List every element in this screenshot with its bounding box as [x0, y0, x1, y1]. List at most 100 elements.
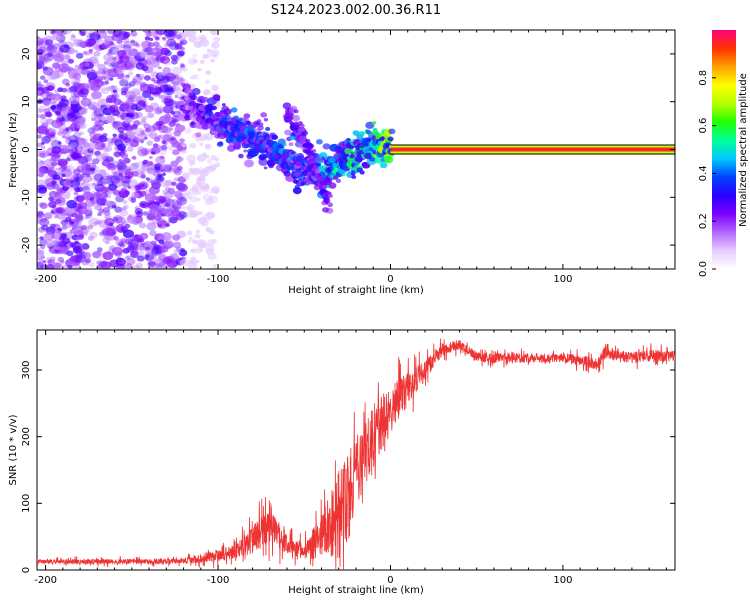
spectrogram-noise-blob: [134, 185, 141, 191]
spectrogram-noise-blob: [199, 185, 207, 191]
spectrogram-ridge-blob: [291, 151, 296, 155]
spectrogram-noise-blob: [61, 173, 66, 178]
spectrogram-noise-blob: [61, 87, 68, 93]
spectrogram-noise-blob: [88, 81, 98, 89]
spectrogram-noise-blob: [37, 142, 43, 148]
spectrogram-noise-blob: [128, 245, 135, 251]
spectrogram-noise-blob: [143, 75, 152, 81]
spectrogram-noise-blob: [155, 135, 161, 140]
spectrogram-noise-blob: [128, 242, 139, 251]
spectrogram-noise-blob: [104, 172, 110, 178]
spectrogram-noise-blob: [74, 78, 81, 84]
spectrogram-noise-blob: [146, 91, 151, 95]
spectrogram-noise-blob: [80, 224, 88, 230]
spectrogram-noise-blob: [50, 105, 56, 110]
spectrogram-ridge-blob: [184, 87, 193, 95]
spectrogram-noise-blob: [165, 223, 170, 227]
y-tick-label: -20: [21, 237, 32, 253]
spectrogram-ridge-blob: [265, 126, 271, 132]
spectrogram-noise-blob: [180, 149, 188, 155]
spectrogram-noise-blob: [109, 175, 121, 184]
spectrogram-noise-blob: [178, 249, 188, 257]
spectrogram-noise-blob: [162, 172, 167, 176]
spectrogram-noise-blob: [112, 216, 119, 222]
spectrogram-noise-blob: [93, 108, 105, 117]
spectrogram-noise-blob: [161, 213, 166, 217]
spectrogram-noise-blob: [188, 160, 196, 166]
spectrogram-noise-blob: [183, 190, 191, 197]
spectrogram-noise-blob: [160, 144, 167, 150]
spectrogram-noise-blob: [40, 145, 46, 150]
spectrogram-noise-blob: [147, 161, 154, 166]
spectrogram-noise-blob: [60, 233, 67, 239]
spectrogram-noise-blob: [192, 54, 197, 58]
spectrogram-ridge-blob: [243, 113, 251, 119]
spectrogram-noise-blob: [138, 222, 147, 229]
spectrogram-noise-blob: [104, 35, 114, 44]
spectrogram-noise-blob: [66, 223, 73, 229]
spectrogram-noise-blob: [140, 40, 152, 50]
spectrogram-noise-blob: [118, 132, 129, 141]
spectrogram-noise-blob: [84, 258, 92, 264]
spectrogram-noise-blob: [68, 95, 80, 105]
spectrogram-noise-blob: [127, 71, 134, 76]
spectrogram-noise-blob: [43, 212, 53, 220]
spectrogram-noise-blob: [105, 227, 117, 237]
spectrogram-noise-blob: [146, 213, 156, 221]
spectrogram-noise-blob: [113, 172, 124, 181]
spectrogram-noise-blob: [197, 68, 202, 72]
spectrogram-noise-blob: [199, 248, 204, 252]
spectrogram-noise-blob: [135, 188, 141, 194]
spectrogram-noise-blob: [37, 35, 40, 40]
spectrogram-noise-blob: [153, 41, 160, 47]
spectrogram-noise-blob: [160, 169, 166, 173]
spectrogram-noise-blob: [52, 32, 62, 41]
x-tick-label: 0: [387, 575, 393, 586]
spectrogram-noise-blob: [46, 118, 55, 125]
spectrogram-noise-blob: [120, 152, 129, 159]
spectrogram-noise-blob: [161, 126, 171, 134]
spectrogram-noise-blob: [126, 108, 135, 115]
colorbar-tick-label: 0.8: [698, 70, 709, 86]
spectrogram-noise-blob: [70, 118, 77, 123]
spectrogram-noise-blob: [130, 31, 138, 37]
spectrogram-noise-blob: [199, 169, 210, 177]
spectrogram-noise-blob: [180, 47, 185, 51]
spectrogram-noise-blob: [93, 51, 101, 57]
spectrogram-noise-blob: [182, 206, 188, 211]
spectrogram-branch-blob: [298, 123, 305, 129]
spectrogram-noise-blob: [74, 50, 79, 54]
spectrogram-noise-blob: [44, 111, 52, 117]
spectrogram-noise-blob: [84, 215, 89, 220]
colorbar-tick-label: 0.0: [698, 261, 709, 277]
spectrogram-noise-blob: [112, 121, 120, 128]
spectrogram-noise-blob: [172, 73, 180, 80]
spectrogram-ridge-blob: [328, 182, 337, 189]
spectrogram-branch-blob: [327, 202, 334, 208]
spectrogram-noise-blob: [103, 61, 109, 65]
spectrogram-noise-blob: [80, 68, 90, 76]
spectrogram-noise-blob: [91, 125, 100, 133]
spectrogram-noise-blob: [101, 142, 107, 147]
spectrogram-noise-blob: [40, 141, 45, 146]
spectrogram-noise-blob: [174, 43, 183, 50]
spectrogram-branch-blob: [305, 138, 311, 143]
spectrogram-noise-blob: [65, 126, 74, 133]
spectrogram-noise-blob: [100, 261, 112, 269]
spectrogram-noise-blob: [120, 90, 127, 96]
spectrogram-noise-blob: [37, 108, 44, 114]
spectrogram-noise-blob: [69, 229, 76, 234]
spectrogram-noise-blob: [68, 148, 74, 154]
spectrogram-noise-blob: [89, 231, 98, 239]
spectrogram-noise-blob: [135, 73, 140, 77]
spectrogram-y-axis-label: Frequency (Hz): [8, 112, 19, 188]
spectrogram-noise-blob: [86, 32, 96, 41]
spectrogram-noise-blob: [118, 172, 124, 177]
spectrogram-noise-blob: [168, 41, 180, 51]
spectrogram-noise-blob: [74, 118, 85, 127]
spectrogram-noise-blob: [182, 172, 190, 179]
spectrogram-noise-blob: [71, 254, 83, 264]
spectrogram-noise-blob: [163, 208, 172, 216]
spectrogram-noise-blob: [134, 128, 145, 137]
